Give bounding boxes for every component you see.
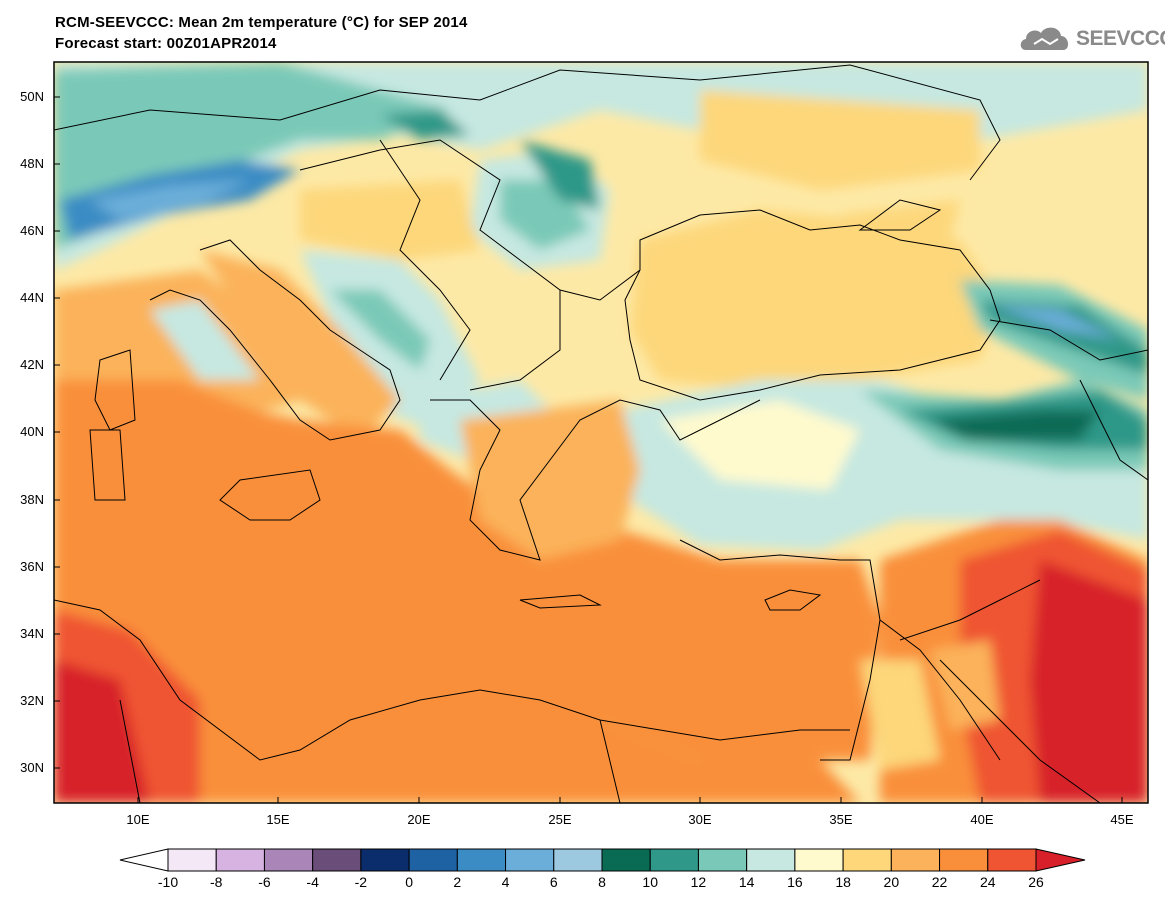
colorbar-label: 0 bbox=[405, 874, 413, 890]
logo-text: SEEVCCC bbox=[1076, 27, 1165, 50]
colorbar-swatch bbox=[456, 848, 507, 872]
colorbar-swatch bbox=[987, 848, 1037, 872]
axis-ticks bbox=[54, 96, 1123, 803]
colorbar-swatch bbox=[697, 848, 748, 872]
colorbar-swatch bbox=[746, 848, 796, 872]
seevccc-logo: SEEVCCC bbox=[1018, 22, 1165, 56]
lat-tick-label: 36N bbox=[20, 559, 44, 574]
lat-tick-label: 44N bbox=[20, 290, 44, 305]
colorbar-swatch bbox=[649, 848, 699, 872]
colorbar-label: 24 bbox=[979, 874, 996, 890]
colorbar-swatch bbox=[360, 848, 410, 872]
colorbar-label: 14 bbox=[738, 874, 755, 890]
colorbar-label: 20 bbox=[883, 874, 900, 890]
lon-tick-label: 40E bbox=[970, 812, 994, 827]
colorbar-swatch bbox=[601, 848, 651, 872]
lat-tick-label: 50N bbox=[20, 89, 44, 104]
colorbar-swatch bbox=[408, 848, 458, 872]
colorbar-label: 10 bbox=[642, 874, 658, 890]
colorbar-label: 18 bbox=[835, 874, 851, 890]
colorbar-swatches bbox=[167, 848, 1037, 872]
colorbar-swatch bbox=[842, 848, 892, 872]
lat-tick-label: 46N bbox=[20, 223, 44, 238]
colorbar-swatch bbox=[794, 848, 844, 872]
colorbar-label: -6 bbox=[258, 874, 271, 890]
colorbar-label: 12 bbox=[690, 874, 707, 890]
colorbar-label: -4 bbox=[306, 874, 319, 890]
lat-tick-label: 42N bbox=[20, 357, 44, 372]
cloud-logo-icon bbox=[1020, 27, 1069, 50]
lat-tick-label: 32N bbox=[20, 693, 44, 708]
colorbar-swatch bbox=[939, 848, 989, 872]
colorbar-swatch bbox=[553, 848, 603, 872]
lon-tick-label: 15E bbox=[266, 812, 290, 827]
lat-tick-label: 40N bbox=[20, 424, 44, 439]
colorbar-label: 16 bbox=[787, 874, 803, 890]
colorbar-under-arrow bbox=[119, 848, 169, 872]
colorbar-swatch bbox=[167, 848, 217, 872]
colorbar-swatch bbox=[505, 848, 555, 872]
lat-tick-label: 30N bbox=[20, 760, 44, 775]
lon-tick-label: 25E bbox=[548, 812, 572, 827]
colorbar-label: 6 bbox=[549, 874, 558, 890]
lat-tick-label: 48N bbox=[20, 156, 44, 171]
colorbar-label: -10 bbox=[157, 874, 179, 890]
coastlines bbox=[54, 64, 1148, 803]
colorbar-label: 2 bbox=[453, 874, 462, 890]
colorbar-swatch bbox=[215, 848, 265, 872]
lon-tick-label: 45E bbox=[1110, 812, 1134, 827]
colorbar-label: 4 bbox=[501, 874, 510, 890]
colorbar-label: 22 bbox=[931, 874, 948, 890]
colorbar bbox=[119, 848, 1086, 872]
colorbar-label: 8 bbox=[598, 874, 606, 890]
lon-tick-label: 30E bbox=[688, 812, 712, 827]
colorbar-swatch bbox=[312, 848, 362, 872]
forecast-start: Forecast start: 00Z01APR2014 bbox=[55, 35, 277, 52]
colorbar-swatch bbox=[890, 848, 941, 872]
colorbar-swatch bbox=[263, 848, 314, 872]
lon-tick-label: 35E bbox=[829, 812, 853, 827]
map-title: RCM-SEEVCCC: Mean 2m temperature (°C) fo… bbox=[55, 14, 468, 31]
lon-tick-label: 20E bbox=[407, 812, 431, 827]
colorbar-label: 26 bbox=[1028, 874, 1044, 890]
lon-tick-label: 10E bbox=[126, 812, 150, 827]
lat-tick-label: 34N bbox=[20, 626, 44, 641]
colorbar-over-arrow bbox=[1035, 848, 1086, 872]
colorbar-label: -8 bbox=[209, 874, 223, 890]
temperature-field bbox=[54, 62, 1148, 803]
lat-tick-label: 38N bbox=[20, 492, 44, 507]
colorbar-label: -2 bbox=[354, 874, 368, 890]
